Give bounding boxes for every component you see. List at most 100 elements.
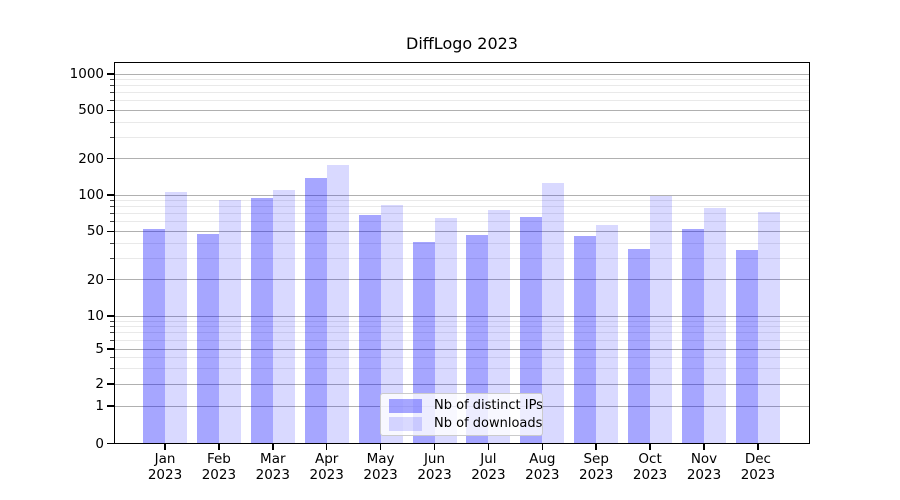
y-tick-mark-minor <box>110 121 114 123</box>
gridline-major <box>114 383 810 385</box>
y-tick-label: 100 <box>78 187 104 203</box>
y-tick-mark-minor <box>110 221 114 223</box>
x-tick-mark <box>541 444 544 450</box>
bar-distinct-ips-may <box>358 215 381 444</box>
bar-downloads-apr <box>326 164 349 444</box>
x-tick-label: Aug 2023 <box>525 451 560 483</box>
chart-title: DiffLogo 2023 <box>406 34 518 53</box>
x-tick-label: Feb 2023 <box>201 451 237 483</box>
bar-distinct-ips-dec <box>735 250 758 444</box>
plot-area <box>114 62 810 444</box>
gridline-minor <box>114 206 810 208</box>
y-tick-label: 20 <box>86 271 104 288</box>
gridline-minor <box>114 213 810 215</box>
x-tick-label: Jan 2023 <box>147 451 183 483</box>
gridline-minor <box>114 332 810 334</box>
y-tick-mark <box>107 194 114 196</box>
gridline-minor <box>114 100 810 102</box>
bar-distinct-ips-aug <box>520 216 543 444</box>
gridline-minor <box>114 200 810 202</box>
y-tick-mark-minor <box>110 339 114 341</box>
bar-downloads-dec <box>757 212 780 444</box>
x-tick-label: Dec 2023 <box>740 451 776 483</box>
y-tick-mark <box>107 348 114 350</box>
x-tick-label: Jun 2023 <box>417 451 452 483</box>
y-tick-mark-minor <box>110 326 114 328</box>
bar-downloads-oct <box>650 195 673 444</box>
bar-distinct-ips-sep <box>574 235 597 444</box>
bar-downloads-mar <box>272 189 295 444</box>
bar-distinct-ips-apr <box>304 178 327 444</box>
gridline-minor <box>114 136 810 138</box>
x-tick-label: Mar 2023 <box>255 451 290 483</box>
legend-entry: Nb of distinct IPs <box>389 398 543 413</box>
y-tick-mark-minor <box>110 200 114 202</box>
bar-downloads-sep <box>596 224 619 444</box>
x-tick-mark <box>272 444 274 450</box>
y-tick-mark <box>107 109 114 112</box>
gridline-major <box>114 230 810 232</box>
legend-label: Nb of downloads <box>434 416 543 431</box>
x-tick-mark <box>325 444 328 450</box>
x-tick-mark <box>595 444 597 450</box>
bar-distinct-ips-jan <box>143 229 165 444</box>
legend-swatch-downloads <box>389 416 422 431</box>
gridline-minor <box>114 357 810 359</box>
bar-downloads-aug <box>542 182 565 444</box>
gridline-minor <box>114 257 810 259</box>
y-tick-mark-minor <box>110 79 114 81</box>
y-tick-label: 2 <box>95 376 104 392</box>
gridline-minor <box>114 339 810 341</box>
legend-label: Nb of distinct IPs <box>434 398 543 413</box>
gridline-minor <box>114 221 810 223</box>
y-tick-label: 1 <box>95 398 104 414</box>
gridline-minor <box>114 326 810 328</box>
x-tick-label: May 2023 <box>363 451 398 483</box>
bar-downloads-jun <box>434 217 457 444</box>
y-tick-mark-minor <box>110 368 114 369</box>
gridline-major <box>114 158 810 160</box>
y-tick-label: 5 <box>95 341 104 357</box>
gridline-major <box>114 348 810 350</box>
y-tick-mark-minor <box>110 242 114 244</box>
y-tick-label: 200 <box>78 150 104 167</box>
y-tick-mark <box>107 405 114 407</box>
x-tick-mark <box>218 444 220 450</box>
x-tick-mark <box>649 444 651 450</box>
gridline-minor <box>114 242 810 244</box>
y-tick-mark-minor <box>110 257 114 259</box>
y-tick-label: 10 <box>86 308 104 324</box>
x-tick-label: Sep 2023 <box>579 451 614 483</box>
bar-distinct-ips-mar <box>250 197 273 444</box>
bar-downloads-jul <box>488 210 511 444</box>
bar-distinct-ips-feb <box>196 233 219 444</box>
x-tick-mark <box>379 444 382 450</box>
y-tick-mark <box>107 73 114 75</box>
y-tick-mark-minor <box>110 100 114 102</box>
gridline-major <box>114 109 810 111</box>
y-tick-mark-minor <box>110 206 114 208</box>
y-tick-mark <box>107 278 114 281</box>
legend: Nb of distinct IPs Nb of downloads <box>380 393 543 436</box>
gridline-major <box>114 73 810 75</box>
y-tick-label: 1000 <box>69 66 104 82</box>
gridline-minor <box>114 320 810 322</box>
y-tick-mark-minor <box>110 92 114 94</box>
gridline-minor <box>114 368 810 369</box>
bar-distinct-ips-jul <box>466 234 489 444</box>
y-tick-mark-minor <box>110 332 114 334</box>
y-tick-label: 50 <box>86 223 104 240</box>
y-tick-label: 500 <box>78 102 104 119</box>
x-tick-mark <box>703 444 705 450</box>
gridline-major <box>114 194 810 196</box>
x-tick-label: Oct 2023 <box>632 451 668 483</box>
y-tick-mark-minor <box>110 320 114 322</box>
x-tick-label: Apr 2023 <box>309 451 344 483</box>
y-tick-mark-minor <box>110 136 114 138</box>
x-tick-label: Jul 2023 <box>471 451 506 483</box>
gridline-minor <box>114 85 810 87</box>
bar-distinct-ips-oct <box>628 248 651 444</box>
gridline-minor <box>114 121 810 123</box>
x-tick-mark <box>757 444 759 450</box>
